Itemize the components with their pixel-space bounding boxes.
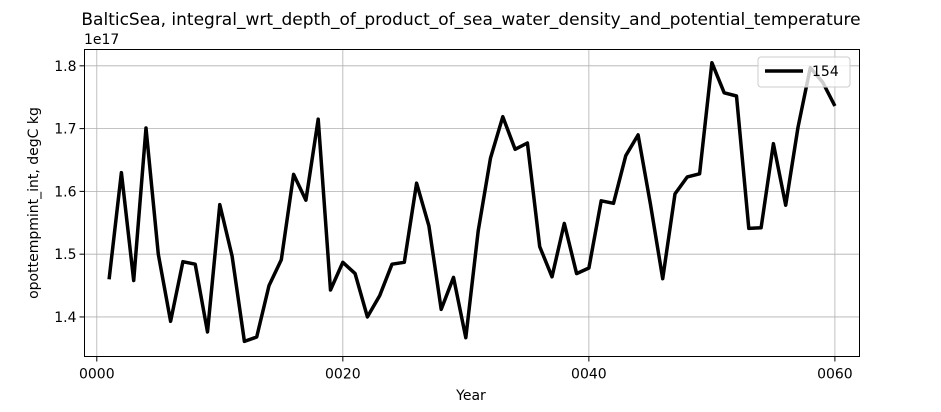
legend-label: 154	[812, 64, 839, 80]
plot-frame	[84, 49, 860, 357]
y-tick-label: 1.6	[54, 184, 76, 200]
x-tick-label: 0060	[817, 367, 853, 383]
y-tick-label: 1.5	[54, 247, 76, 263]
y-axis-label: opottempmint_int, degC kg	[26, 107, 42, 299]
grid-lines	[84, 49, 860, 357]
series-layer	[107, 60, 837, 344]
x-tick-label: 0020	[325, 367, 361, 383]
y-tick-label: 1.8	[54, 59, 76, 75]
x-tick-label: 0000	[79, 367, 115, 383]
x-tick-label: 0040	[571, 367, 607, 383]
chart-title: BalticSea, integral_wrt_depth_of_product…	[81, 10, 860, 30]
axis-ticks: 0000 0020 0040 0060 1.4 1.5 1.6 1.7 1.8	[54, 59, 852, 383]
y-tick-label: 1.4	[54, 310, 76, 326]
legend: 154	[757, 56, 851, 88]
y-tick-label: 1.7	[54, 122, 76, 138]
x-axis-label: Year	[455, 388, 486, 404]
legend-box	[757, 56, 851, 88]
y-offset-label: 1e17	[84, 32, 119, 48]
series-line	[107, 60, 837, 344]
